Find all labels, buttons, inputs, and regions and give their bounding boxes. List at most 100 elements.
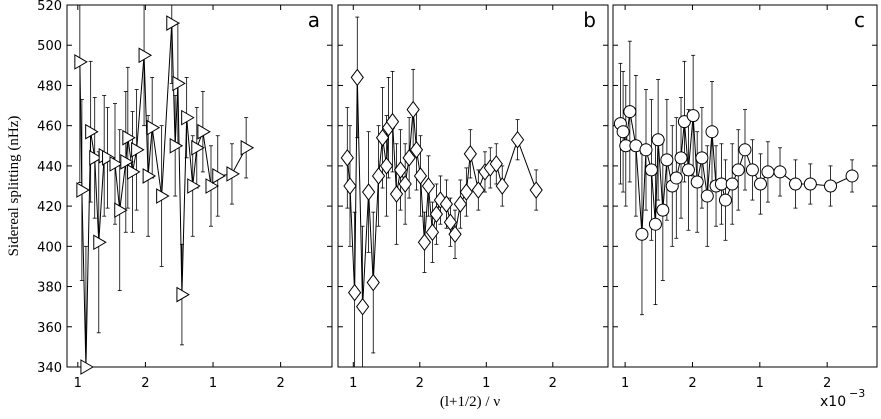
marker (803, 177, 817, 191)
y-tick-label: 520 (37, 0, 62, 14)
x-multiplier: x10 (820, 394, 846, 410)
marker (406, 100, 420, 119)
axes-frame (612, 4, 878, 368)
marker (385, 112, 400, 131)
y-tick-label: 380 (37, 281, 62, 296)
marker (529, 181, 543, 199)
y-tick-label: 400 (37, 240, 62, 255)
y-tick-label: 460 (37, 120, 62, 135)
x-tick-label: 2 (141, 376, 149, 391)
marker (187, 178, 201, 194)
axes-frame (66, 4, 333, 368)
x-tick-label: 1 (74, 376, 82, 391)
marker (745, 163, 759, 177)
x-tick-label: 1 (482, 376, 490, 391)
x-tick-label: 2 (688, 376, 696, 391)
marker (402, 149, 416, 167)
marker (226, 166, 240, 182)
marker (122, 129, 136, 146)
y-tick-label: 420 (37, 200, 62, 215)
x-tick-label: 2 (823, 376, 831, 391)
marker (453, 195, 467, 213)
y-tick-label: 360 (37, 321, 62, 336)
marker (76, 182, 90, 198)
marker (120, 153, 134, 170)
marker (459, 183, 473, 201)
panel: c 1 2 1 2 (612, 4, 878, 391)
marker (138, 47, 153, 64)
marker (714, 177, 728, 191)
marker (656, 203, 670, 217)
marker (80, 359, 94, 375)
marker (417, 233, 432, 252)
marker (212, 168, 226, 184)
marker (681, 163, 695, 177)
panel-label: b (583, 8, 596, 32)
marker (409, 140, 424, 159)
marker (89, 149, 103, 166)
marker (146, 119, 161, 136)
marker (366, 273, 380, 292)
marker (421, 177, 436, 195)
marker (85, 123, 99, 140)
marker (510, 130, 525, 149)
marker (690, 175, 704, 189)
marker (705, 125, 719, 139)
marker (156, 188, 170, 204)
marker (677, 115, 691, 129)
marker (102, 149, 116, 166)
marker (355, 297, 370, 316)
marker (425, 223, 440, 242)
marker (845, 169, 859, 183)
marker (127, 164, 141, 180)
marker (623, 105, 637, 119)
marker (773, 165, 787, 179)
marker (616, 125, 630, 139)
marker (131, 141, 145, 158)
marker (191, 139, 205, 156)
marker (114, 202, 128, 219)
panel-label: c (854, 8, 865, 32)
marker (350, 68, 364, 87)
marker (761, 165, 775, 179)
marker (361, 183, 376, 201)
marker (725, 177, 739, 191)
marker (660, 153, 674, 167)
x-tick-label: 2 (549, 376, 557, 391)
marker (176, 286, 190, 303)
marker (648, 217, 662, 231)
marker (393, 161, 408, 179)
marker (197, 123, 211, 140)
marker (348, 283, 362, 302)
marker (389, 185, 404, 203)
panel: b 1 2 1 2 (337, 4, 609, 391)
y-tick-label: 500 (37, 39, 62, 54)
marker (379, 157, 394, 175)
y-axis-label: Sidereal splitting (nHz) (6, 116, 22, 257)
x-tick-label: 2 (276, 376, 284, 391)
x-axis-label: (l+1/2) / ν (440, 394, 500, 410)
marker (674, 151, 688, 165)
marker (398, 175, 412, 193)
marker (639, 143, 653, 157)
marker (686, 109, 700, 123)
marker (644, 163, 658, 177)
marker (240, 139, 255, 156)
marker (700, 189, 714, 203)
marker (172, 75, 186, 92)
marker (93, 234, 107, 251)
marker (635, 227, 649, 241)
marker (824, 179, 838, 193)
marker (74, 54, 88, 70)
marker (495, 177, 509, 195)
marker (731, 163, 745, 177)
marker (753, 177, 767, 191)
x-tick-label: 2 (416, 376, 424, 391)
marker (439, 195, 454, 213)
marker (413, 167, 428, 185)
x-multiplier-exp: −3 (849, 387, 865, 400)
marker (651, 133, 665, 147)
marker (471, 181, 485, 199)
axes-frame (337, 4, 609, 368)
